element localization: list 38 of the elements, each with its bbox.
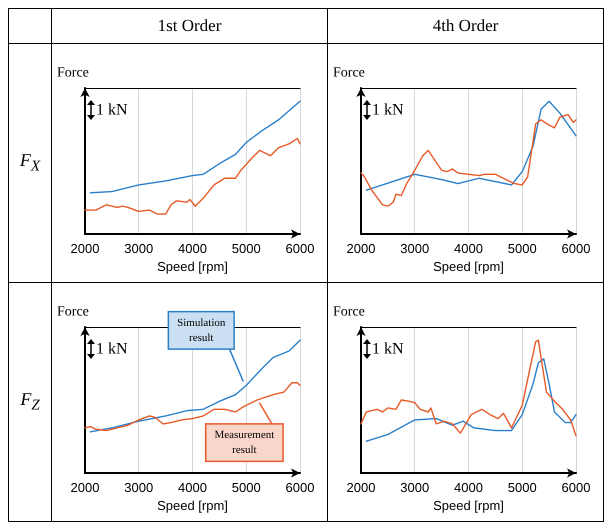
x-tick-label: 5000 xyxy=(508,480,537,495)
x-tick-label: 6000 xyxy=(286,480,314,495)
x-axis-title: Speed [rpm] xyxy=(433,498,504,513)
x-axis-title: Speed [rpm] xyxy=(157,258,228,274)
x-tick-label: 2000 xyxy=(70,480,100,495)
x-tick-label: 4000 xyxy=(454,241,483,256)
annotation: 1 kN xyxy=(372,340,404,358)
annotation: Measurement result xyxy=(214,429,274,456)
x-tick-label: 3000 xyxy=(124,241,154,256)
x-tick-label: 4000 xyxy=(454,480,483,495)
chart-title: 1st Order xyxy=(52,8,328,44)
x-tick-label: 5000 xyxy=(508,241,537,256)
x-tick-label: 4000 xyxy=(178,480,207,495)
x-tick-label: 3000 xyxy=(124,480,154,495)
x-tick-label: 3000 xyxy=(400,241,430,256)
text: F$_{Z}$ xyxy=(20,389,40,415)
x-tick-label: 2000 xyxy=(346,480,376,495)
annotation: 1 kN xyxy=(372,102,404,118)
annotation: Simulation result xyxy=(177,316,226,344)
y-axis-title: Force xyxy=(57,66,89,80)
x-tick-label: 2000 xyxy=(346,241,376,256)
x-tick-label: 4000 xyxy=(178,241,207,256)
x-tick-label: 2000 xyxy=(70,241,100,256)
chart-title: 4th Order xyxy=(328,8,604,44)
x-axis-title: Speed [rpm] xyxy=(433,258,504,274)
text: F$_{X}$ xyxy=(20,150,40,176)
x-tick-label: 3000 xyxy=(400,480,430,495)
x-tick-label: 6000 xyxy=(562,241,590,256)
y-axis-title: Force xyxy=(333,66,365,80)
x-tick-label: 6000 xyxy=(286,241,314,256)
y-axis-title: Force xyxy=(333,304,365,320)
y-axis-title: Force xyxy=(57,304,89,320)
annotation: 1 kN xyxy=(96,102,128,118)
x-tick-label: 5000 xyxy=(232,480,261,495)
x-tick-label: 6000 xyxy=(562,480,590,495)
x-tick-label: 5000 xyxy=(232,241,261,256)
annotation: 1 kN xyxy=(96,340,128,358)
x-axis-title: Speed [rpm] xyxy=(157,498,228,513)
